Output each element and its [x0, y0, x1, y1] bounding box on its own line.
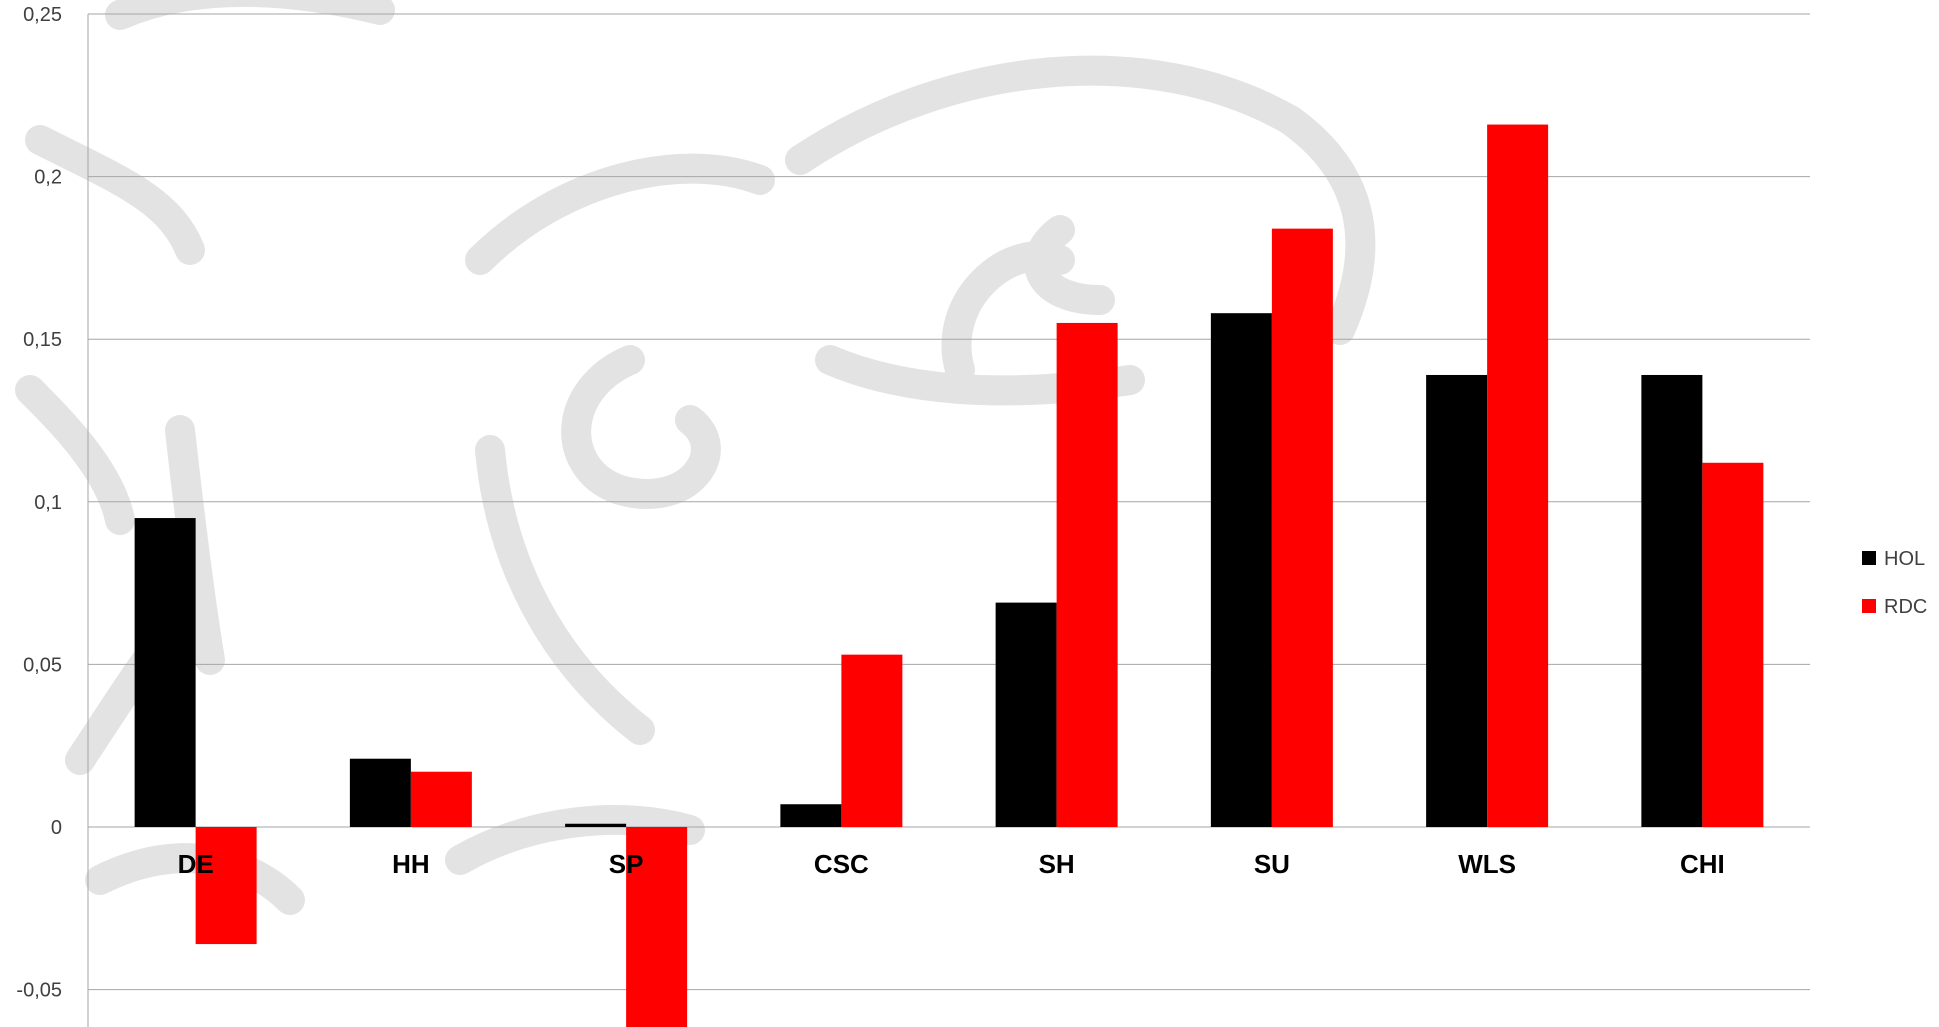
- bar-hol-su: [1210, 313, 1272, 828]
- bar-hol-de: [134, 518, 196, 827]
- bar-hol-csc: [780, 804, 842, 827]
- category-label-hh: HH: [392, 849, 430, 879]
- bar-hol-hh: [349, 758, 411, 827]
- category-labels: DE HH SP CSC SH SU WLS CHI: [178, 849, 1725, 879]
- bar-hol-wls: [1426, 374, 1488, 827]
- category-label-su: SU: [1254, 849, 1290, 879]
- bar-rdc-su: [1271, 228, 1333, 827]
- y-tick-label: 0,05: [23, 654, 62, 676]
- bar-rdc-de: [195, 827, 257, 945]
- bar-rdc-sp: [626, 827, 688, 1027]
- legend-label-hol: HOL: [1884, 548, 1925, 570]
- y-tick-label: 0: [51, 817, 62, 839]
- legend-swatch-hol: [1862, 551, 1876, 565]
- legend-label-rdc: RDC: [1884, 596, 1927, 618]
- y-tick-label: 0,1: [34, 492, 62, 514]
- bar-hol-sh: [995, 602, 1057, 827]
- bar-hol-chi: [1641, 374, 1703, 827]
- category-label-chi: CHI: [1680, 849, 1725, 879]
- bar-rdc-hh: [410, 771, 472, 827]
- bar-rdc-wls: [1487, 124, 1549, 828]
- y-tick-label: 0,2: [34, 167, 62, 189]
- bar-rdc-chi: [1702, 462, 1764, 827]
- bar-hol-sp: [565, 823, 627, 827]
- y-axis-tick-labels: 0,25 0,2 0,15 0,1 0,05 0 -0,05: [16, 4, 62, 1002]
- bar-rdc-sh: [1056, 322, 1118, 827]
- watermark-drawing: [15, 0, 1376, 915]
- category-label-wls: WLS: [1458, 849, 1516, 879]
- legend: HOL RDC: [1862, 548, 1927, 618]
- bars: [134, 124, 1764, 1027]
- y-tick-label: 0,25: [23, 4, 62, 26]
- y-tick-label: 0,15: [23, 329, 62, 351]
- category-label-csc: CSC: [814, 849, 869, 879]
- category-label-sh: SH: [1039, 849, 1075, 879]
- legend-swatch-rdc: [1862, 599, 1876, 613]
- gridlines: [87, 13, 1810, 1027]
- bar-rdc-csc: [841, 654, 903, 827]
- category-label-de: DE: [178, 849, 214, 879]
- y-tick-label: -0,05: [16, 980, 62, 1002]
- category-label-sp: SP: [609, 849, 644, 879]
